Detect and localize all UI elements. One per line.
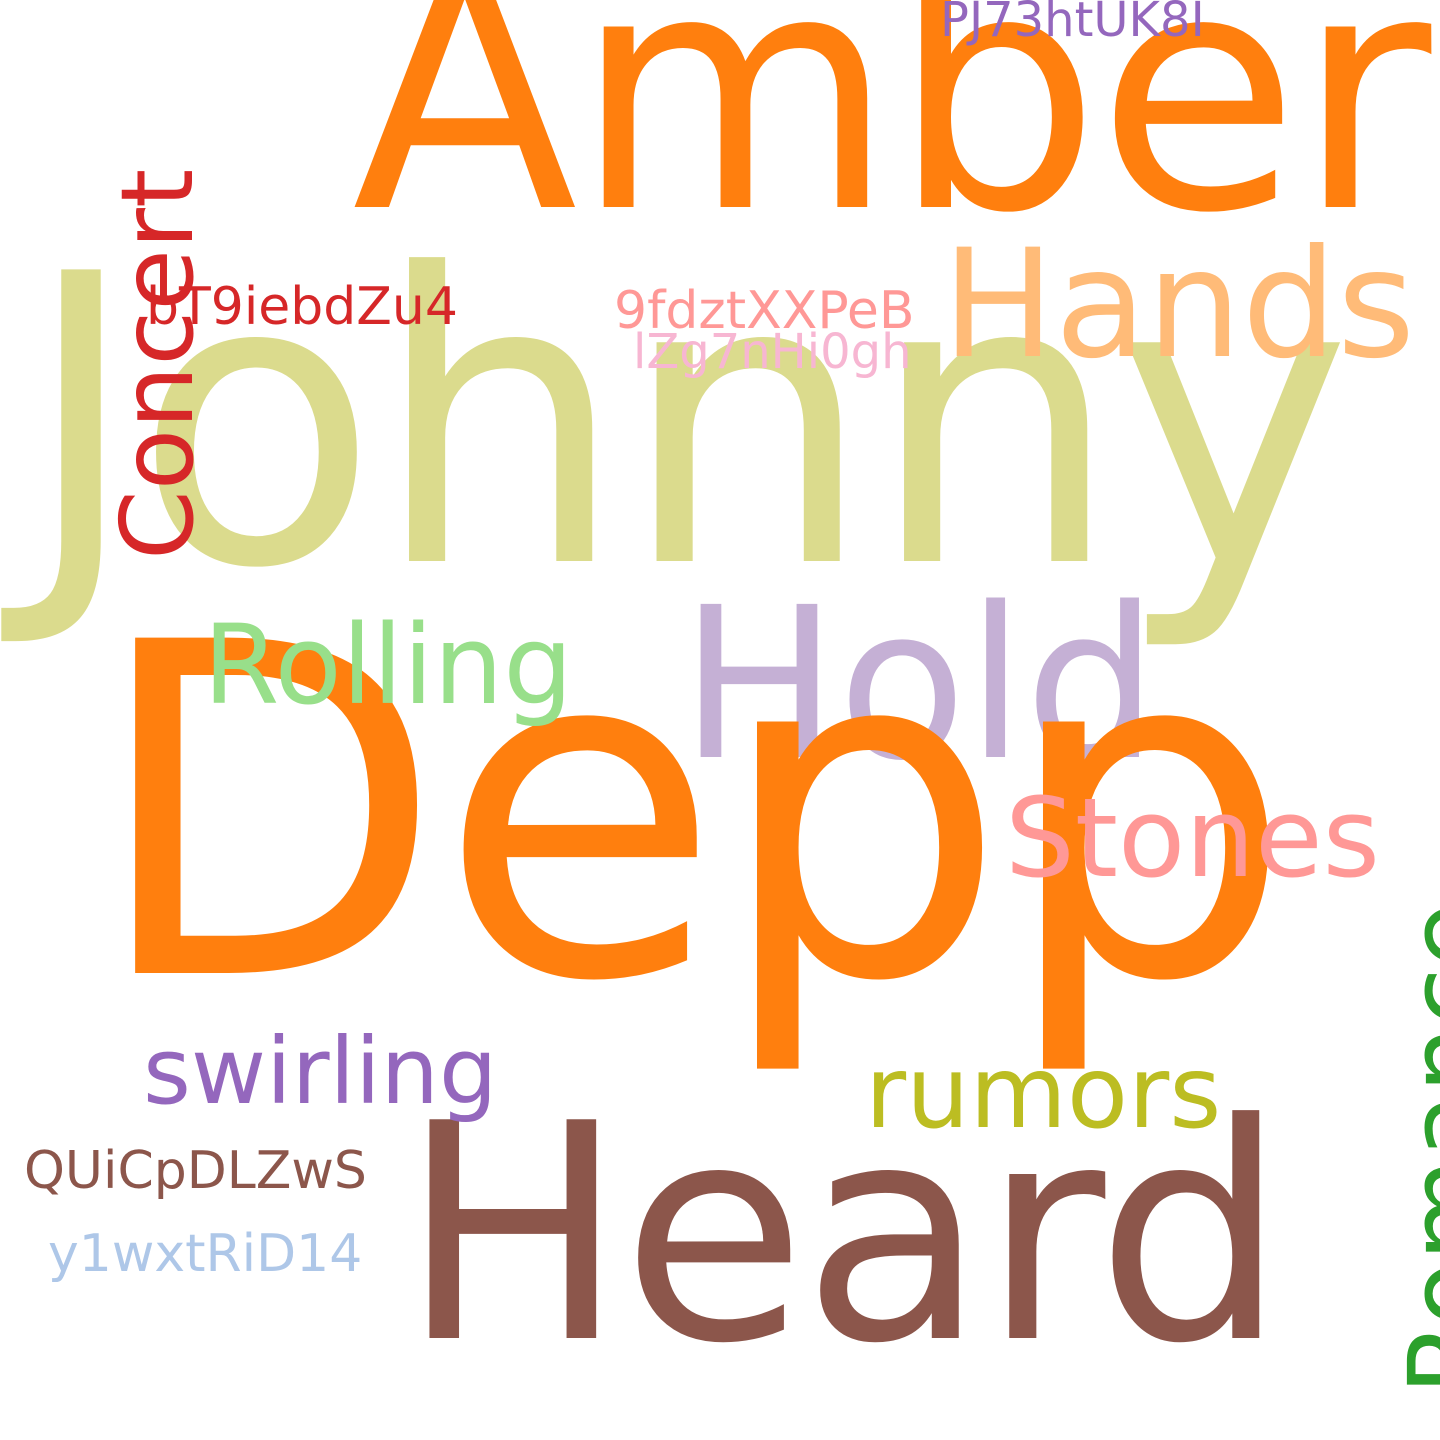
word-9fdztxxpeb: 9fdztXXPeB	[614, 281, 915, 341]
word-heard: Heard	[400, 1060, 1286, 1409]
word-concert: Concert	[99, 168, 216, 560]
word-swirling: swirling	[143, 1018, 498, 1125]
word-romance: Romance	[1386, 902, 1440, 1395]
word-y1wxtrid14: y1wxtRiD14	[48, 1224, 363, 1284]
word-hands: Hands	[942, 218, 1416, 392]
word-bt9iebdzu4: bT9iebdZu4	[146, 277, 458, 337]
word-stones: Stones	[1005, 774, 1380, 902]
word-rumors: rumors	[865, 1034, 1222, 1151]
word-depp: Depp	[90, 547, 1293, 1082]
word-hold: Hold	[680, 562, 1159, 807]
word-lzg7nhi0gh: lZg7nHi0gh	[633, 324, 912, 380]
word-amber: Amber	[352, 0, 1431, 285]
word-quicpdlzws: QUiCpDLZwS	[24, 1141, 367, 1201]
word-johnny: Johnny	[22, 191, 1352, 656]
word-pj73htuk8i: PJ73htUK8I	[940, 0, 1205, 48]
word-rolling: Rolling	[203, 601, 574, 729]
